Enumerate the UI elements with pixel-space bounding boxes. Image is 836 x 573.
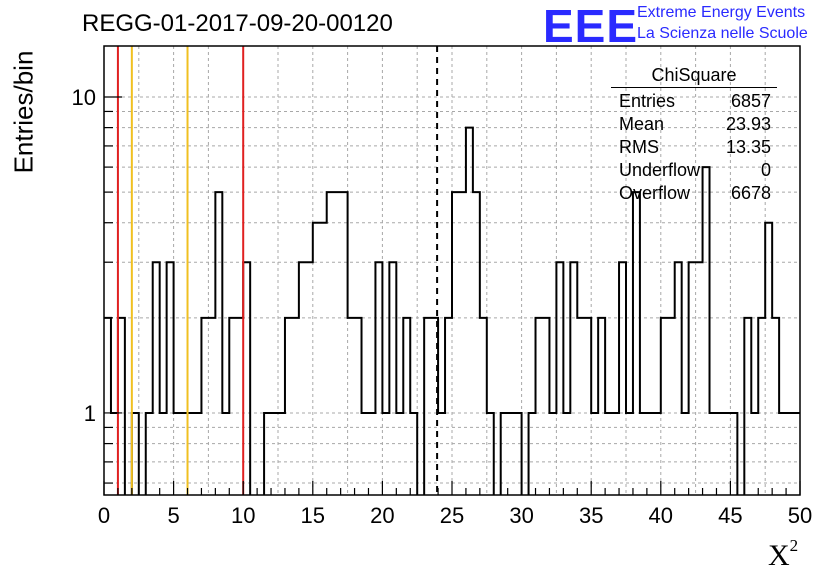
x-tick-label: 5: [167, 503, 179, 528]
stats-row-mean: Mean 23.93: [611, 113, 777, 136]
stats-value: 6678: [730, 183, 771, 203]
stats-row-overflow: Overflow 6678: [611, 182, 777, 205]
stats-title: ChiSquare: [611, 65, 777, 88]
y-tick-label: 1: [84, 401, 96, 426]
histogram-line: [104, 126, 800, 495]
x-axis-label-sup: 2: [789, 536, 799, 555]
stats-row-rms: RMS 13.35: [611, 136, 777, 159]
stats-box: ChiSquare Entries 6857 Mean 23.93 RMS 13.35…: [611, 65, 777, 205]
stats-value: 6857: [730, 91, 771, 111]
x-tick-label: 50: [788, 503, 812, 528]
stats-label: Mean: [619, 114, 665, 134]
logo-text: Extreme Energy Events La Scienza nelle S…: [637, 2, 808, 44]
stats-row-underflow: Underflow 0: [611, 159, 777, 182]
stats-label: Overflow: [619, 183, 691, 203]
x-tick-label: 10: [231, 503, 255, 528]
x-tick-label: 35: [579, 503, 603, 528]
x-tick-label: 30: [509, 503, 533, 528]
eee-logo: EEE: [543, 0, 639, 52]
logo-line-1: Extreme Energy Events: [637, 4, 806, 21]
stats-row-entries: Entries 6857: [611, 90, 777, 113]
x-tick-label: 15: [301, 503, 325, 528]
stats-value: 13.35: [725, 137, 771, 157]
x-axis-label-base: X: [768, 539, 790, 572]
stats-label: Entries: [619, 91, 676, 111]
x-axis-label: X2: [768, 536, 798, 573]
x-tick-label: 45: [718, 503, 742, 528]
y-tick-label: 10: [72, 85, 96, 110]
chart-title: REGG-01-2017-09-20-00120: [82, 10, 393, 37]
stats-value: 23.93: [725, 114, 771, 134]
x-tick-label: 0: [98, 503, 110, 528]
stats-label: Underflow: [619, 160, 701, 180]
stats-label: RMS: [619, 137, 659, 157]
stats-value: 0: [760, 160, 771, 180]
x-tick-label: 25: [440, 503, 464, 528]
x-tick-label: 20: [370, 503, 394, 528]
x-tick-label: 40: [649, 503, 673, 528]
logo-line-2: La Scienza nelle Scuole: [637, 25, 808, 42]
